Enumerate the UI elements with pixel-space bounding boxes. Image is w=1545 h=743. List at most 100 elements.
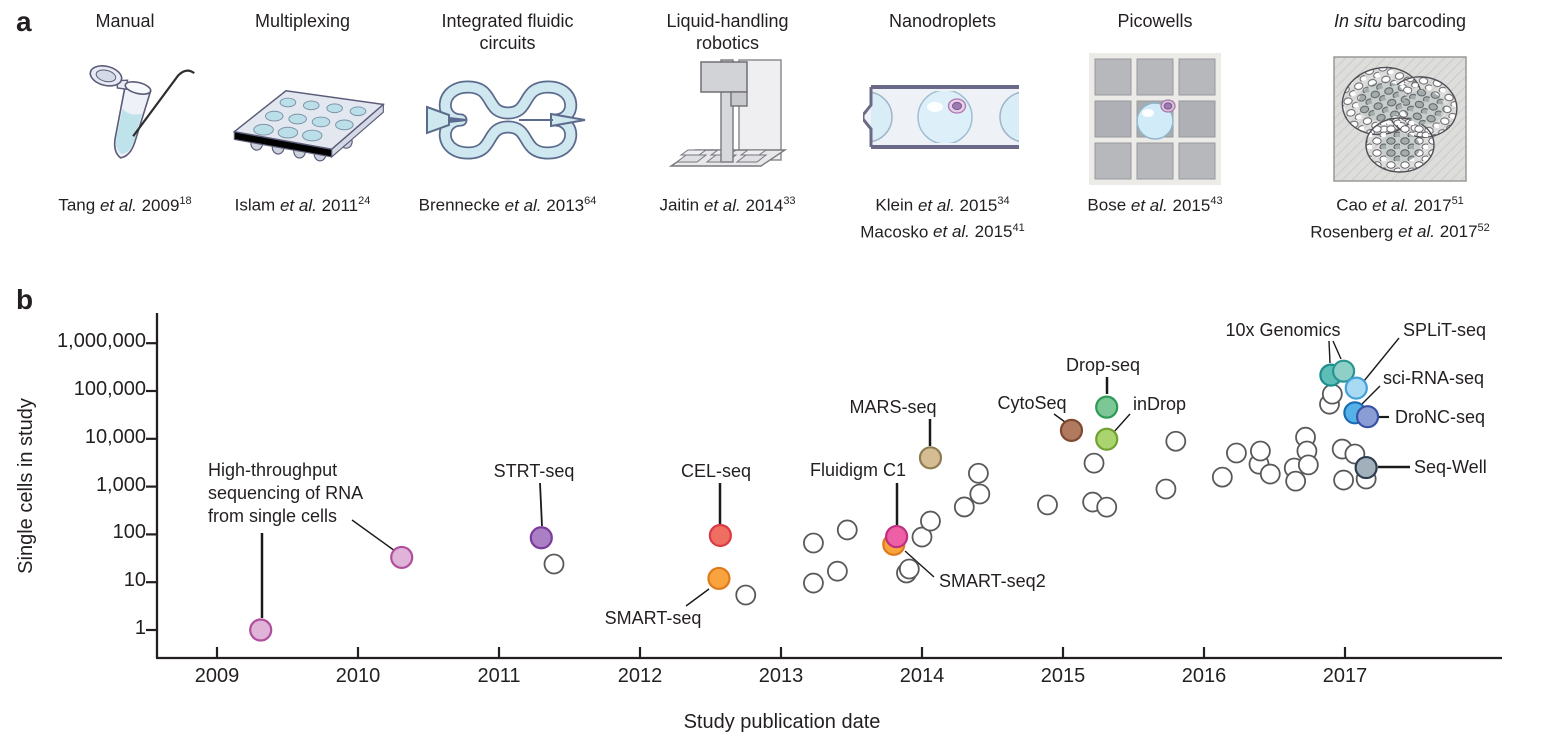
citation: Rosenberg et al. 201752 <box>1310 221 1490 242</box>
y-tick-label: 1 <box>134 617 146 639</box>
annotation-cytoseq: CytoSeq <box>997 393 1067 413</box>
annotation-seq-well: Seq-Well <box>1414 457 1487 477</box>
data-point-study <box>1037 494 1058 516</box>
data-point-study <box>1259 463 1281 485</box>
y-tick-label: 10 <box>123 569 146 592</box>
column-in-situ-title: In situ barcoding <box>1333 11 1467 31</box>
column-multiplexing-title: Multiplexing <box>254 11 351 31</box>
picowell-grid-icon <box>1050 50 1260 188</box>
data-point-study <box>803 532 824 554</box>
column-in-situ-barcoding: In situ barcoding <box>1260 0 1540 250</box>
panel-a-columns: Manual Tan <box>40 0 1540 250</box>
citation: Macosko et al. 201541 <box>860 221 1025 242</box>
leader-line-high-throughput <box>351 519 396 552</box>
data-point-study <box>1321 383 1343 405</box>
citation: Brennecke et al. 201364 <box>418 195 597 215</box>
y-tick-label: 1,000 <box>95 473 146 496</box>
data-point-high-throughput-sequencing-of-rna-from-single-cells <box>390 545 414 570</box>
data-point-study <box>543 553 565 575</box>
column-nanodroplets-citations: Klein et al. 201534 Macosko et al. 201541 <box>835 190 1050 243</box>
column-multiplexing: Multiplexing <box>210 0 395 250</box>
x-tick-label: 2014 <box>899 665 945 687</box>
panel-a-label: a <box>16 6 32 37</box>
leader-line-cytoseq <box>1053 413 1066 423</box>
robot-icon <box>620 50 835 188</box>
data-point-fluidigm-c1 <box>885 524 909 549</box>
data-point-cel-seq <box>708 523 732 548</box>
data-point-study <box>1155 478 1177 500</box>
y-tick-label: 100 <box>112 521 146 544</box>
annotation-drop-seq: Drop-seq <box>1065 355 1141 375</box>
data-point-study <box>1226 442 1247 464</box>
column-picowells-citations: Bose et al. 201543 <box>1050 190 1260 217</box>
column-nanodroplets-title: Nanodroplets <box>888 11 997 31</box>
data-point-study <box>969 483 991 505</box>
leader-line-10x-genomics <box>1332 340 1342 360</box>
data-point-seq-well <box>1354 455 1378 480</box>
data-point-study <box>803 572 824 594</box>
x-tick-label: 2015 <box>1040 665 1086 687</box>
data-point-10x-genomics <box>1331 359 1356 383</box>
x-tick-label: 2012 <box>617 665 663 687</box>
column-manual-title: Manual <box>95 11 155 31</box>
annotation-smart-seq2: SMART-seq2 <box>939 571 1046 591</box>
annotation-mars-seq: MARS-seq <box>849 397 937 417</box>
tissue-barcoding-icon <box>1260 50 1540 188</box>
leader-line-indrop <box>1112 413 1131 434</box>
column-robotics-citations: Jaitin et al. 201433 <box>620 190 835 217</box>
leader-line-smart-seq <box>685 588 710 607</box>
citation: Tang et al. 200918 <box>58 195 192 215</box>
x-tick-label: 2013 <box>758 665 804 687</box>
data-point-study <box>920 510 941 532</box>
annotation-10x-genomics: 10x Genomics <box>1225 320 1341 340</box>
leader-line-smart-seq2 <box>904 550 935 578</box>
column-ifc-citations: Brennecke et al. 201364 <box>395 190 620 217</box>
data-point-high-throughput-sequencing-of-rna-from-single-cells <box>249 618 273 642</box>
x-tick-label: 2016 <box>1181 665 1227 687</box>
data-point-study <box>735 584 757 606</box>
leader-line-strt-seq <box>539 482 543 527</box>
column-integrated-fluidic-circuits: Integrated fluidic circuits Brennecke et … <box>395 0 620 250</box>
column-manual-citations: Tang et al. 200918 <box>40 190 210 217</box>
x-tick-label: 2010 <box>335 665 381 687</box>
data-point-study <box>827 560 848 582</box>
data-point-drop-seq <box>1095 395 1119 419</box>
citation: Bose et al. 201543 <box>1087 195 1223 215</box>
data-point-study <box>1333 469 1354 491</box>
annotation-smart-seq: SMART-seq <box>604 608 702 628</box>
column-manual: Manual Tan <box>40 0 210 250</box>
well-plate-icon <box>210 50 395 188</box>
annotation-strt-seq: STRT-seq <box>493 461 575 481</box>
leader-line-sci-rna-seq <box>1361 385 1381 405</box>
droplet-channel-icon <box>835 50 1050 188</box>
data-point-study <box>1165 430 1187 452</box>
annotation-cel-seq: CEL-seq <box>680 461 752 481</box>
x-tick-label: 2009 <box>194 665 240 687</box>
column-ifc-title: Integrated fluidic circuits <box>441 11 574 53</box>
citation: Islam et al. 201124 <box>234 195 371 215</box>
annotation-high-throughput: High-throughput sequencing of RNA from sin… <box>208 460 364 526</box>
tube-icon <box>40 50 210 188</box>
data-point-split-seq <box>1344 376 1368 400</box>
annotation-split-seq: SPLiT-seq <box>1403 320 1487 340</box>
data-point-dronc-seq <box>1355 405 1380 429</box>
data-point-study <box>836 519 858 541</box>
data-point-study <box>1211 466 1233 488</box>
x-tick-label: 2017 <box>1322 665 1368 687</box>
column-picowells: Picowells <box>1050 0 1260 250</box>
column-liquid-handling-robotics: Liquid-handling robotics <box>620 0 835 250</box>
column-nanodroplets: Nanodroplets <box>835 0 1050 250</box>
data-point-smart-seq <box>707 566 731 591</box>
column-in-situ-citations: Cao et al. 201751 Rosenberg et al. 201752 <box>1260 190 1540 243</box>
leader-line-split-seq <box>1363 337 1400 382</box>
annotation-indrop: inDrop <box>1133 394 1187 414</box>
leader-line-10x-genomics <box>1328 340 1331 364</box>
data-point-study <box>953 496 975 518</box>
data-point-indrop <box>1095 427 1119 451</box>
data-point-study <box>1250 440 1271 462</box>
data-point-strt-seq <box>529 526 553 550</box>
data-point-study <box>1083 452 1105 474</box>
